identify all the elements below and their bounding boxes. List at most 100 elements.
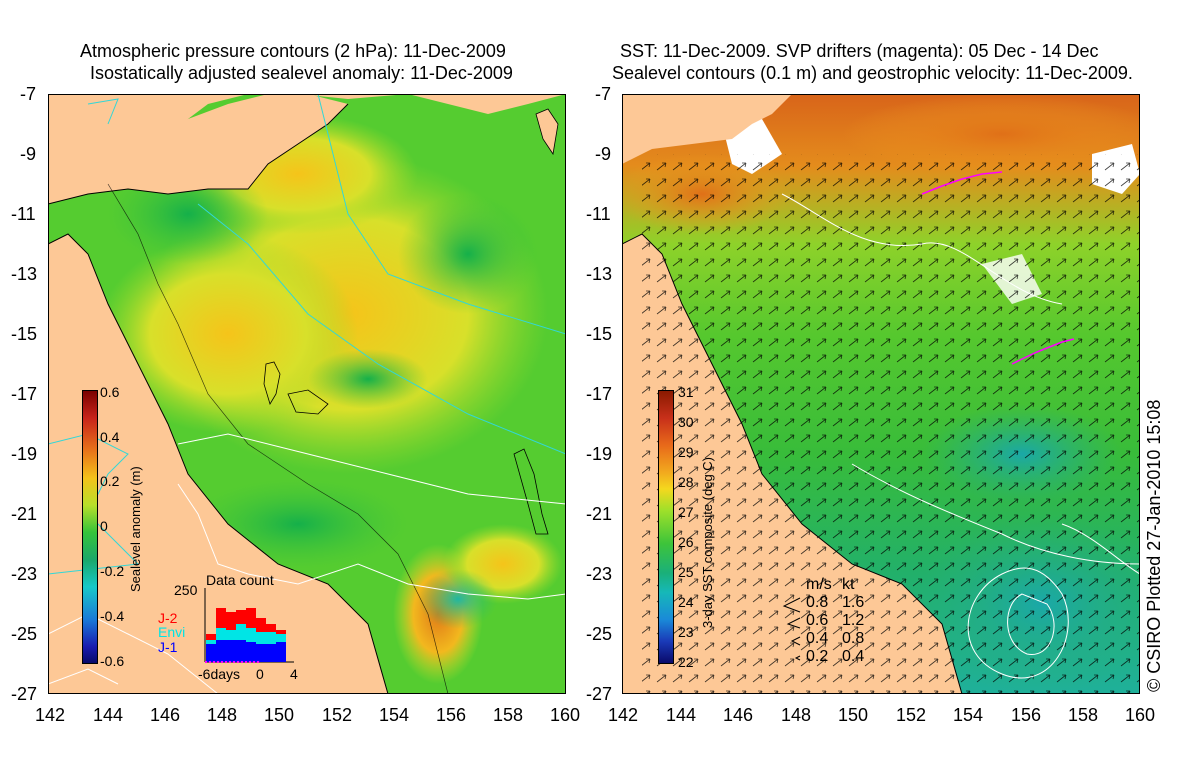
velocity-legend-kt: 0.8 xyxy=(842,630,865,647)
png-landmass xyxy=(622,94,792,164)
left-x-tick: 154 xyxy=(379,705,410,725)
right-x-tick: 146 xyxy=(723,705,754,725)
sst-colorbar-tick: 31 xyxy=(678,384,694,400)
left-y-tick: -17 xyxy=(11,384,38,404)
pressure-contour xyxy=(177,433,566,505)
velocity-legend-kt: 1.2 xyxy=(842,612,865,629)
velocity-legend-kt: 1.6 xyxy=(842,594,865,611)
right-y-tick: -27 xyxy=(586,684,613,704)
copyright-notice: © CSIRO Plotted 27-Jan-2010 15:08 xyxy=(1144,399,1164,692)
right-title-line1: SST: 11-Dec-2009. SVP drifters (magenta)… xyxy=(620,41,1099,61)
data-count-x-label: 0 xyxy=(256,666,264,682)
right-y-tick: -9 xyxy=(595,144,612,164)
sealevel-contour xyxy=(851,463,1140,565)
right-y-tick: -19 xyxy=(586,444,613,464)
velocity-legend-ms: 0.2 xyxy=(806,648,829,665)
velocity-legend-ms: 0.6 xyxy=(806,612,829,629)
left-y-tick: -21 xyxy=(11,504,38,524)
sst-colorbar-tick: 29 xyxy=(678,444,694,460)
sla-colorbar-tick: -0.6 xyxy=(100,653,125,669)
data-count-bar xyxy=(226,612,236,662)
left-y-tick: -19 xyxy=(11,444,38,464)
sla-colorbar-tick: -0.2 xyxy=(100,563,125,579)
map-frame xyxy=(48,94,566,694)
sla-colorbar-tick: 0 xyxy=(100,518,108,534)
svp-drifter-track xyxy=(1011,338,1075,365)
sst-colorbar-gradient xyxy=(658,390,674,664)
series-label-envi: Envi xyxy=(158,624,186,640)
right-x-tick: 142 xyxy=(608,705,639,725)
velocity-legend-ms: 0.8 xyxy=(806,594,829,611)
data-count-bar xyxy=(216,608,226,662)
right-y-tick: -13 xyxy=(586,264,613,284)
velocity-arrow-icon xyxy=(790,636,801,646)
data-count-max-label: 250 xyxy=(174,582,198,598)
right-x-tick: 150 xyxy=(838,705,869,725)
data-count-bar xyxy=(266,624,276,662)
sla-high-region xyxy=(98,234,358,434)
left-x-tick: 156 xyxy=(436,705,467,725)
left-map-panel xyxy=(48,94,566,694)
pressure-contour xyxy=(197,203,566,455)
png-peninsula xyxy=(48,94,348,204)
island-outline xyxy=(513,448,549,535)
left-y-tick: -13 xyxy=(11,264,38,284)
series-label-j2: J-2 xyxy=(158,610,178,626)
png-landmass xyxy=(48,94,566,174)
sla-colorbar-tick: 0.2 xyxy=(100,473,120,489)
pressure-contour xyxy=(48,668,119,685)
sst-colorbar-tick: 27 xyxy=(678,504,694,520)
sla-low-region xyxy=(418,569,498,629)
sst-colorbar-tick: 22 xyxy=(678,654,694,670)
left-y-tick: -9 xyxy=(20,144,37,164)
sealevel-contour xyxy=(781,193,1063,305)
left-x-tick: 150 xyxy=(264,705,295,725)
pressure-contour xyxy=(48,613,219,694)
right-y-tick: -23 xyxy=(586,564,613,584)
left-y-tick: -25 xyxy=(11,624,38,644)
data-count-bar xyxy=(276,630,286,662)
sst-colorbar-tick: 28 xyxy=(678,474,694,490)
data-count-bars xyxy=(204,588,294,663)
map-frame xyxy=(622,94,1140,694)
left-y-tick: -15 xyxy=(11,324,38,344)
sla-colorbar-tick: -0.4 xyxy=(100,608,125,624)
right-y-tick: -7 xyxy=(595,84,612,104)
reef-outline xyxy=(263,361,281,405)
right-x-tick: 158 xyxy=(1068,705,1099,725)
isobath-contour xyxy=(107,183,449,694)
left-y-tick: -7 xyxy=(20,84,37,104)
left-title-line2: Isostatically adjusted sealevel anomaly:… xyxy=(80,63,513,83)
right-x-tick: 148 xyxy=(781,705,812,725)
velocity-legend-unit-ms: m/s xyxy=(806,576,832,593)
sealevel-contour xyxy=(967,567,1069,679)
sla-colorbar-tick: 0.4 xyxy=(100,429,120,445)
australia-landmass xyxy=(48,234,388,694)
velocity-arrow-icon xyxy=(794,655,801,661)
data-count-bar xyxy=(256,618,266,662)
right-x-tick: 152 xyxy=(896,705,927,725)
velocity-legend-unit-kt: kt xyxy=(842,576,855,593)
data-count-title: Data count xyxy=(206,572,274,588)
left-x-tick: 158 xyxy=(493,705,524,725)
left-x-tick: 142 xyxy=(35,705,66,725)
right-map-panel xyxy=(622,94,1140,694)
velocity-arrow-icon xyxy=(786,617,801,629)
data-count-bar xyxy=(206,634,216,662)
sst-colorbar-title: 3-day SST composite (deg C) xyxy=(700,457,715,628)
left-y-tick: -23 xyxy=(11,564,38,584)
left-y-tick: -11 xyxy=(11,204,36,224)
pressure-contour xyxy=(317,94,566,335)
sealevel-contour xyxy=(1061,523,1140,575)
sla-colorbar-title: Sealevel anomaly (m) xyxy=(128,466,143,592)
island xyxy=(535,108,559,156)
right-x-tick: 160 xyxy=(1125,705,1156,725)
left-y-tick: -27 xyxy=(11,684,38,704)
sla-colorbar-gradient xyxy=(82,390,98,664)
left-x-tick: 160 xyxy=(550,705,581,725)
right-title-line2: Sealevel contours (0.1 m) and geostrophi… xyxy=(607,63,1133,83)
data-count-x-label: 4 xyxy=(290,666,298,682)
sealevel-contour xyxy=(1007,593,1055,655)
right-x-tick: 144 xyxy=(666,705,697,725)
left-x-tick: 148 xyxy=(207,705,238,725)
